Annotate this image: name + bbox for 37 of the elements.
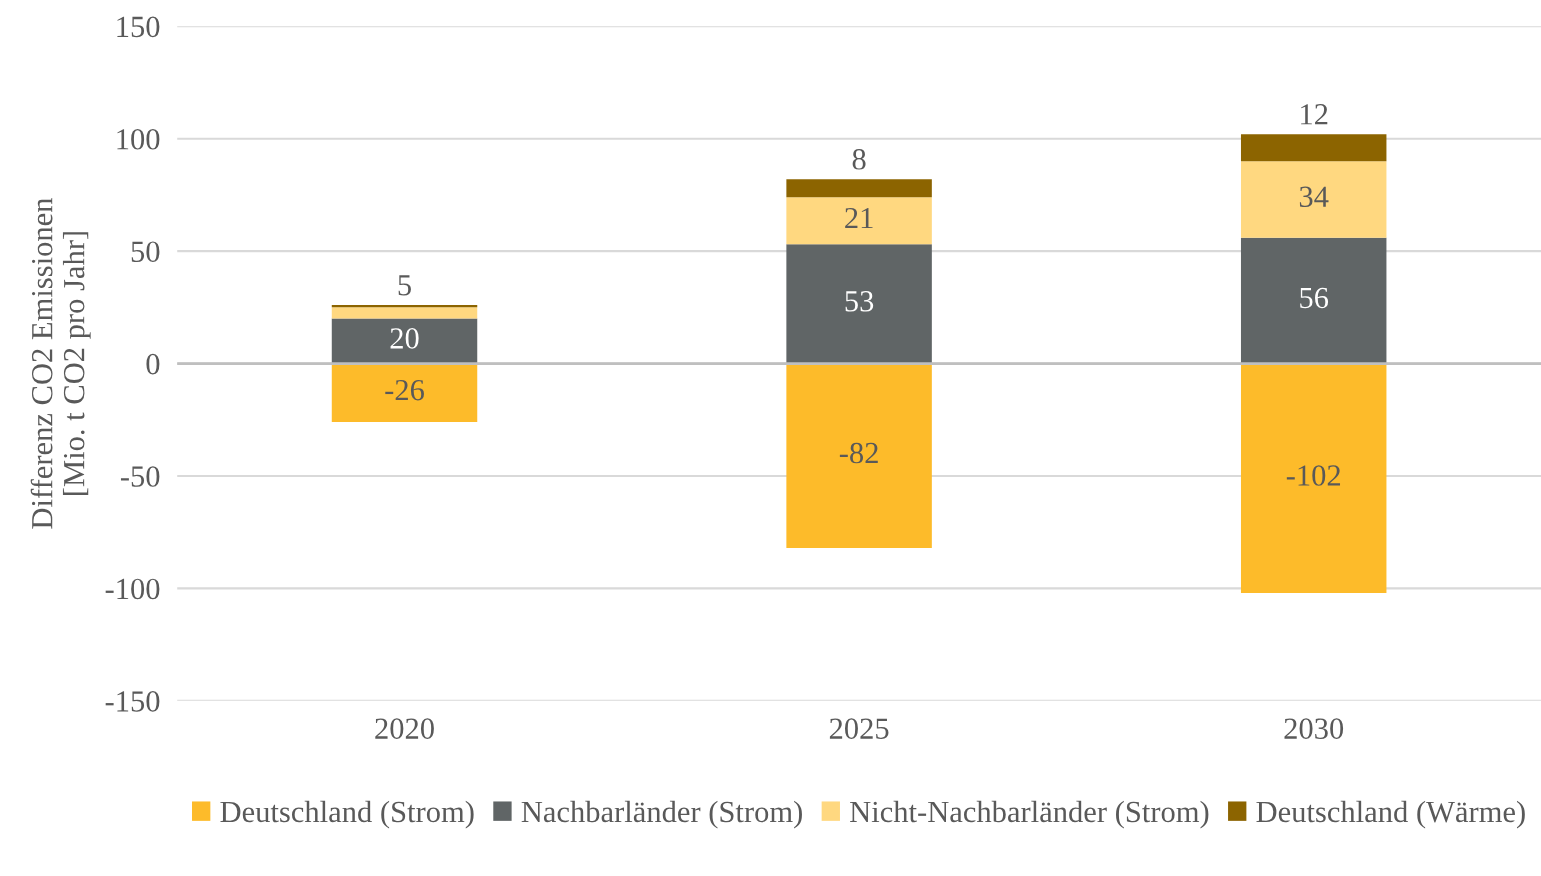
bar xyxy=(1240,363,1387,593)
legend-label: Nachbarländer (Strom) xyxy=(521,800,802,829)
bar xyxy=(331,307,478,319)
y-tick-label: 50 xyxy=(131,241,160,263)
data-label: -26 xyxy=(385,379,424,401)
y-tick-label: -150 xyxy=(105,691,160,712)
bar xyxy=(1240,237,1387,364)
x-tick-label: 2025 xyxy=(829,718,889,739)
bar xyxy=(331,363,478,422)
legend-label: Nicht-Nachbarländer (Strom) xyxy=(850,800,1209,829)
bar xyxy=(331,318,478,364)
y-tick-label: -100 xyxy=(105,578,160,600)
data-label: 20 xyxy=(390,328,419,349)
data-label: 56 xyxy=(1300,287,1329,309)
x-tick-label: 2020 xyxy=(375,718,434,739)
bar xyxy=(1240,161,1387,238)
data-label: -82 xyxy=(839,442,878,464)
y-tick-label: 0 xyxy=(146,353,160,375)
bar xyxy=(786,179,932,198)
data-label: 34 xyxy=(1299,186,1329,208)
bar xyxy=(786,197,932,245)
bar xyxy=(786,244,932,364)
data-label: 8 xyxy=(852,148,866,170)
legend-label: Deutschland (Strom) xyxy=(220,800,474,829)
bar xyxy=(1240,134,1387,162)
y-axis-title: Differenz CO2 Emissionen [Mio. t CO2 pro Jahr] xyxy=(30,197,91,529)
legend-label: Deutschland (Wärme) xyxy=(1256,800,1525,829)
data-label: -102 xyxy=(1286,465,1341,486)
data-label: 12 xyxy=(1301,104,1328,125)
data-label: 53 xyxy=(845,291,874,312)
x-tick-label: 2030 xyxy=(1284,718,1344,739)
y-tick-label: 100 xyxy=(117,128,160,150)
data-label: 21 xyxy=(845,207,873,229)
y-tick-label: -50 xyxy=(120,466,160,487)
y-tick-label: 150 xyxy=(117,16,160,38)
data-label: 5 xyxy=(398,275,411,296)
bar xyxy=(786,363,932,548)
